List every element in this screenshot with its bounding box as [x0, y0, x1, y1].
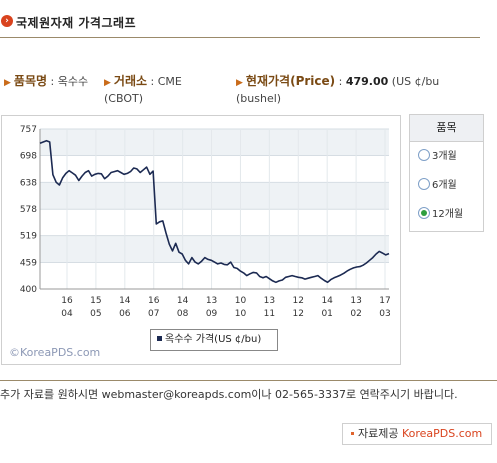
chart-legend: 옥수수 가격(US ¢/bu) — [150, 329, 278, 351]
legend-label: 옥수수 가격(US ¢/bu) — [165, 334, 262, 345]
bullet-arrow-icon: ▶ — [104, 78, 111, 88]
period-selector-title: 품목 — [410, 115, 483, 142]
source-label: 자료제공 — [358, 427, 399, 440]
x-tick-label: 13 — [206, 296, 217, 306]
x-tick-label: 03 — [379, 309, 390, 319]
x-tick-label: 02 — [350, 309, 361, 319]
x-tick-label: 14 — [321, 296, 333, 306]
x-tick-label: 05 — [90, 309, 101, 319]
exchange-label: 거래소 — [113, 74, 148, 88]
x-tick-label: 10 — [235, 296, 247, 306]
x-tick-label: 14 — [119, 296, 131, 306]
chart-watermark: ©KoreaPDS.com — [9, 346, 101, 359]
footer-divider — [0, 380, 497, 381]
header: › 국제원자재 가격그래프 — [0, 10, 480, 38]
radio-icon[interactable] — [418, 149, 430, 161]
chart-band — [40, 129, 389, 156]
period-option-3m[interactable]: 3개월 — [418, 149, 457, 165]
price-unit: (US ¢/bu (bushel) — [236, 75, 440, 105]
bullet-dot-icon — [351, 431, 354, 435]
x-tick-label: 15 — [90, 296, 101, 306]
legend-swatch — [157, 336, 162, 341]
x-tick-label: 11 — [264, 309, 275, 319]
item-value: 옥수수 — [57, 75, 89, 88]
series-line — [39, 139, 390, 284]
y-tick-label: 638 — [20, 178, 37, 188]
period-option-label: 3개월 — [432, 151, 457, 162]
exchange-value: CME (CBOT) — [104, 75, 182, 105]
page-title: 국제원자재 가격그래프 — [16, 16, 137, 30]
price-value: 479.00 — [345, 75, 389, 88]
bullet-arrow-icon: ▶ — [4, 78, 11, 88]
x-tick-label: 04 — [61, 309, 73, 319]
bullet-arrow-icon: ▶ — [236, 78, 243, 88]
chart-band — [40, 182, 389, 210]
source-link[interactable]: 자료제공 KoreaPDS.com — [342, 423, 492, 445]
y-tick-label: 757 — [20, 125, 37, 135]
x-tick-label: 16 — [61, 296, 73, 306]
y-tick-label: 698 — [20, 151, 37, 161]
price-info: ▶ 현재가격(Price) : 479.00 (US ¢/bu (bushel) — [236, 74, 440, 105]
x-tick-label: 01 — [321, 309, 332, 319]
x-tick-label: 16 — [148, 296, 160, 306]
x-tick-label: 13 — [350, 296, 361, 306]
x-tick-label: 06 — [119, 309, 131, 319]
exchange-info: ▶ 거래소 : CME (CBOT) — [104, 74, 182, 105]
period-option-6m[interactable]: 6개월 — [418, 178, 457, 194]
period-option-label: 6개월 — [432, 180, 457, 191]
radio-icon[interactable] — [418, 178, 430, 190]
chart-svg: 757 698 638 578 519 459 400 16 04 15 05 14 06 16 07 14 0… — [20, 125, 391, 319]
item-info: ▶ 품목명 : 옥수수 — [4, 74, 89, 88]
x-tick-label: 09 — [206, 309, 218, 319]
header-divider — [0, 37, 480, 38]
y-tick-label: 400 — [20, 285, 37, 295]
source-site[interactable]: KoreaPDS.com — [401, 427, 483, 440]
y-tick-label: 459 — [20, 259, 37, 269]
item-label: 품목명 — [13, 74, 48, 88]
period-option-12m[interactable]: 12개월 — [418, 207, 463, 223]
radio-selected-icon[interactable] — [418, 207, 430, 219]
y-tick-label: 578 — [20, 205, 37, 215]
x-tick-label: 12 — [293, 309, 304, 319]
x-tick-label: 10 — [235, 309, 247, 319]
contact-text: 추가 자료를 원하시면 webmaster@koreapds.com이나 02-… — [0, 388, 458, 401]
x-tick-label: 07 — [148, 309, 159, 319]
price-label: 현재가격(Price) — [245, 74, 336, 88]
x-tick-label: 17 — [379, 296, 390, 306]
x-tick-label: 12 — [293, 296, 304, 306]
x-tick-label: 08 — [177, 309, 189, 319]
arrow-circle-icon: › — [1, 15, 13, 27]
x-tick-label: 13 — [264, 296, 275, 306]
chart-band — [40, 235, 389, 263]
price-chart: 757 698 638 578 519 459 400 16 04 15 05 14 06 16 07 14 0… — [1, 115, 401, 365]
x-tick-label: 14 — [177, 296, 189, 306]
period-selector: 품목 3개월 6개월 12개월 — [409, 114, 484, 232]
period-option-label: 12개월 — [432, 209, 464, 220]
y-tick-label: 519 — [20, 232, 37, 242]
